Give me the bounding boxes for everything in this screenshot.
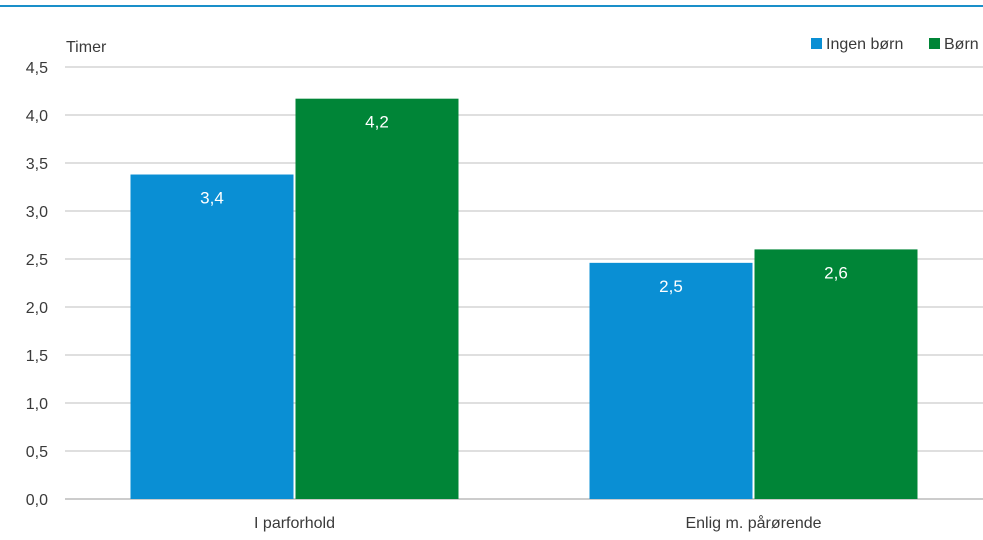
legend-label: Ingen børn [826,36,903,53]
legend-swatch [811,38,822,49]
legend-swatch [929,38,940,49]
bars [130,98,918,500]
y-tick-label: 4,5 [26,60,48,77]
data-label: 2,6 [824,263,848,282]
y-tick-label: 1,0 [26,396,48,413]
y-tick-label: 0,5 [26,444,48,461]
bar [130,174,294,499]
y-tick-label: 3,0 [26,204,48,221]
y-tick-label: 4,0 [26,108,48,125]
bar [589,262,753,499]
y-unit-label: Timer [66,39,107,56]
data-label: 4,2 [365,113,389,132]
data-labels: 3,4 4,2 2,5 2,6 [200,113,848,296]
data-label: 3,4 [200,189,224,208]
bar [754,249,918,499]
y-tick-label: 0,0 [26,492,48,509]
x-axis-category-labels: I parforhold Enlig m. pårørende [254,514,822,532]
y-tick-label: 3,5 [26,156,48,173]
legend-label: Børn [944,36,979,53]
y-tick-label: 2,0 [26,300,48,317]
x-category-label: Enlig m. pårørende [685,514,821,532]
y-tick-label: 2,5 [26,252,48,269]
y-axis-tick-labels: 0,0 0,5 1,0 1,5 2,0 2,5 3,0 3,5 4,0 4,5 [26,60,48,509]
x-category-label: I parforhold [254,515,335,532]
legend: Ingen børn Børn [811,36,979,53]
bar [295,98,459,500]
data-label: 2,5 [659,277,683,296]
y-tick-label: 1,5 [26,348,48,365]
